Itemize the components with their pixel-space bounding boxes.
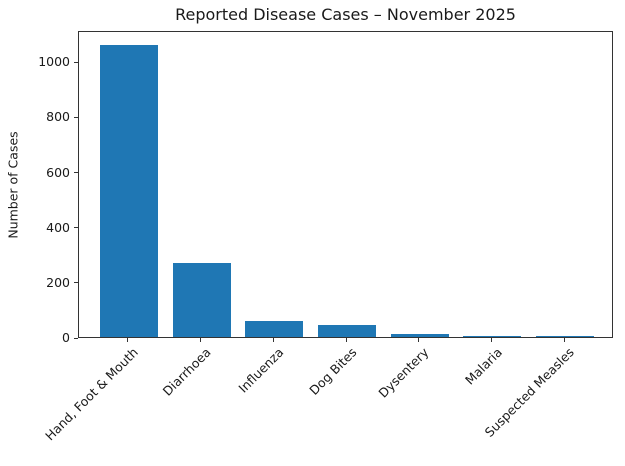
x-tick-mark [563, 338, 565, 342]
bar-malaria [463, 335, 522, 337]
bar-suspected-measles [536, 335, 595, 337]
x-tick-label-influenza: Influenza [235, 344, 287, 396]
y-tick-mark [74, 172, 78, 173]
y-tick-label: 1000 [38, 54, 70, 70]
x-tick-mark [418, 338, 420, 342]
x-tick-label-diarrhoea: Diarrhoea [159, 344, 214, 399]
y-tick-label: 0 [62, 330, 70, 345]
bar-hand-foot-mouth [99, 44, 158, 337]
y-tick-label: 800 [46, 109, 70, 125]
y-tick-mark [74, 227, 78, 229]
y-tick-mark [74, 116, 78, 118]
x-tick-mark [127, 338, 129, 342]
bar-dysentery [390, 334, 449, 337]
plot-area [78, 31, 613, 338]
bar-diarrhoea [172, 262, 231, 337]
y-tick-mark [74, 337, 78, 339]
bar-influenza [245, 321, 304, 337]
x-tick-mark [200, 338, 202, 342]
y-tick-label: 200 [46, 274, 70, 290]
x-tick-mark [272, 338, 274, 342]
x-tick-label-malaria: Malaria [461, 344, 505, 388]
x-tick-label-dysentery: Dysentery [375, 344, 432, 401]
y-tick-label: 600 [46, 164, 70, 180]
x-tick-label-hand-foot-mouth: Hand, Foot & Mouth [42, 344, 142, 444]
chart-title: Reported Disease Cases – November 2025 [175, 5, 516, 24]
y-tick-mark [74, 61, 78, 63]
bar-dog-bites [318, 325, 377, 337]
x-tick-label-dog-bites: Dog Bites [305, 344, 360, 398]
x-tick-mark [345, 338, 347, 342]
y-tick-label: 400 [46, 219, 70, 235]
x-tick-mark [490, 338, 492, 342]
y-tick-mark [74, 282, 78, 284]
